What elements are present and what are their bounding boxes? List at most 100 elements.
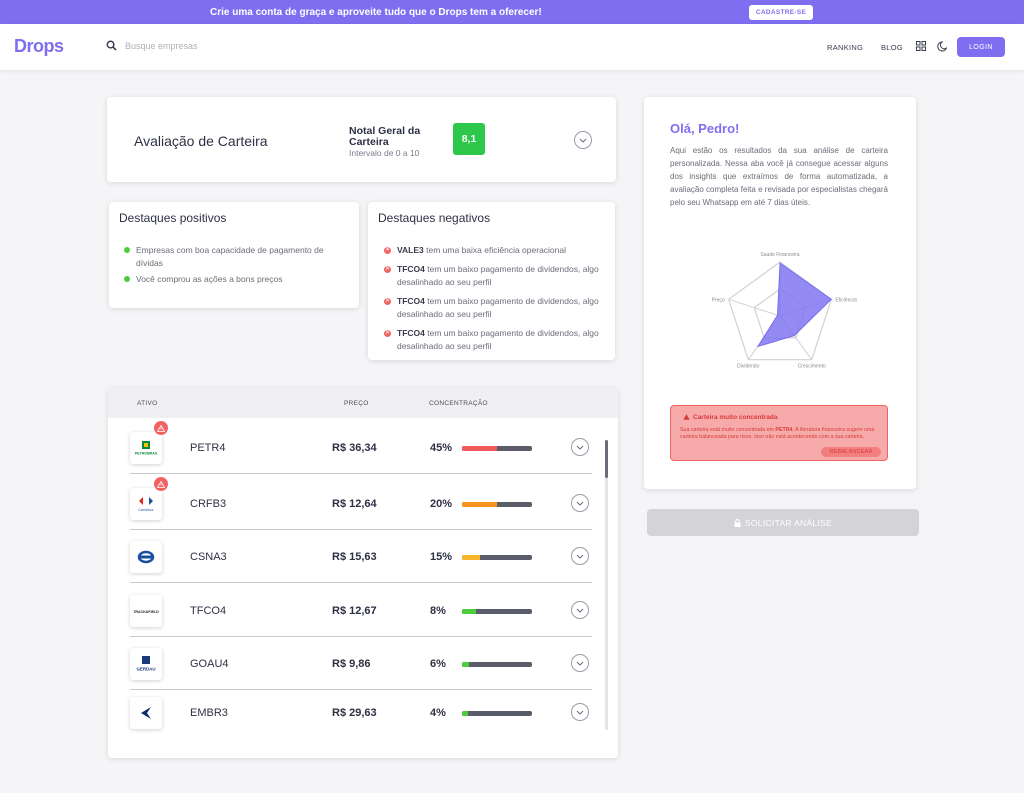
company-logo-carrefour: Carrefour [130,488,162,520]
chevron-down-icon [576,710,584,715]
concentration-alert: Carteira muito concentrada Sua carteira … [670,405,888,461]
radar-label: Preço [712,297,725,303]
search-input[interactable] [125,40,305,51]
asset-concentration: 20% [430,498,453,510]
svg-text:GERDAU: GERDAU [136,667,155,672]
evaluation-card: Avaliação de Carteira Notal Geral da Car… [107,97,616,182]
table-row[interactable]: EMBR3 R$ 29,63 4% [130,687,592,739]
logo[interactable]: Drops [14,36,64,56]
nav-link-blog[interactable]: BLOG [881,43,904,52]
radar-data-area [756,262,832,348]
asset-price: R$ 29,63 [332,707,377,719]
row-expand-button[interactable] [571,601,589,619]
table-row[interactable]: CSNA3 R$ 15,63 15% [130,531,592,583]
check-icon [124,276,130,282]
asset-concentration: 4% [430,707,446,719]
row-expand-button[interactable] [571,703,589,721]
concentration-bar [462,711,532,716]
warning-icon [154,421,168,435]
positive-highlights-title: Destaques positivos [119,211,227,225]
asset-ticker: GOAU4 [190,658,229,670]
negative-highlights-list: ✕ VALE3 tem uma baixa eficiência operacio… [384,244,604,356]
chevron-down-icon [576,554,584,559]
list-item: Você comprou as ações a bons preços [124,273,344,286]
evaluation-title: Avaliação de Carteira [134,133,268,149]
error-icon: ✕ [384,298,391,305]
header-concentration: CONCENTRAÇÃO [429,400,488,407]
company-logo-track-field: TRACK&FIELD [130,595,162,627]
table-row[interactable]: TRACK&FIELD TFCO4 R$ 12,67 8% [130,585,592,637]
company-logo-gerdau: GERDAU [130,648,162,680]
list-item: Empresas com boa capacidade de pagamento… [124,244,344,270]
asset-price: R$ 36,34 [332,442,377,454]
row-expand-button[interactable] [571,494,589,512]
concentration-bar [462,502,532,507]
analysis-intro: Aqui estão os resultados da sua análise … [670,146,888,207]
company-logo-petrobras: PETROBRAS [130,432,162,464]
table-row[interactable]: Carrefour CRFB3 R$ 12,64 20% [130,477,592,530]
row-expand-button[interactable] [571,547,589,565]
list-item: ✕ VALE3 tem uma baixa eficiência operacio… [384,245,566,255]
asset-price: R$ 12,64 [332,498,377,510]
concentration-bar [462,555,532,560]
warning-icon [154,477,168,491]
asset-ticker: PETR4 [190,442,226,454]
radar-chart: Saúde Financeira Eficiência Crescimento Div… [712,252,857,370]
table-row[interactable]: GERDAU GOAU4 R$ 9,86 6% [130,638,592,690]
asset-ticker: TFCO4 [190,605,227,617]
svg-text:PETROBRAS: PETROBRAS [135,452,158,456]
error-icon: ✕ [384,330,391,337]
header-asset: ATIVO [137,400,158,407]
nav-link-ranking[interactable]: RANKING [827,43,864,52]
concentration-bar [462,446,532,451]
request-analysis-button[interactable]: SOLICITAR ANÁLISE [647,509,919,536]
svg-text:TRACK&FIELD: TRACK&FIELD [133,610,159,614]
asset-concentration: 15% [430,551,453,563]
table-scrollbar[interactable] [605,440,608,730]
table-header: ATIVO PREÇO CONCENTRAÇÃO [108,388,618,418]
error-icon: ✕ [384,266,391,273]
search-bar [106,40,305,51]
radar-axis [728,298,781,317]
concentration-bar [462,609,532,614]
moon-icon[interactable] [937,41,947,52]
chevron-down-icon [576,608,584,613]
warning-icon [683,414,690,420]
signup-button[interactable]: CADASTRE-SE [749,5,813,20]
asset-ticker: EMBR3 [190,707,228,719]
chevron-down-icon [576,501,584,506]
asset-price: R$ 9,86 [332,658,371,670]
scrollbar-thumb[interactable] [605,440,608,478]
grade-range: Intervalo de 0 a 10 [349,148,420,158]
row-expand-button[interactable] [571,438,589,456]
radar-label: Dividendo [737,364,759,370]
asset-ticker: CSNA3 [190,551,227,563]
banner-text: Crie uma conta de graça e aproveite tudo… [210,7,542,18]
header-price: PREÇO [344,400,369,407]
svg-text:Carrefour: Carrefour [138,508,154,512]
evaluation-expand-button[interactable] [574,131,592,149]
asset-ticker: CRFB3 [190,498,227,510]
positive-highlights-list: Empresas com boa capacidade de pagamento… [124,244,344,289]
portfolio-table: ATIVO PREÇO CONCENTRAÇÃO PETROBRAS PETR4… [108,388,618,758]
alert-title: Carteira muito concentrada [683,414,778,421]
asset-concentration: 45% [430,442,453,454]
login-button[interactable]: LOGIN [957,37,1005,57]
chevron-down-icon [579,138,587,143]
asset-concentration: 8% [430,605,446,617]
chevron-down-icon [576,445,584,450]
chevron-down-icon [576,661,584,666]
grade-label: Notal Geral da Carteira [349,125,421,148]
radar-label: Saúde Financeira [760,252,799,258]
list-item: ✕ TFCO4 tem um baixo pagamento de dividen… [384,296,599,319]
grid-icon[interactable] [916,41,926,51]
table-row[interactable]: PETROBRAS PETR4 R$ 36,34 45% [130,421,592,474]
promo-banner: Crie uma conta de graça e aproveite tudo… [0,0,1024,24]
company-logo-csn [130,541,162,573]
rebalance-button[interactable]: REBALANCEAR [821,447,881,457]
list-item: ✕ TFCO4 tem um baixo pagamento de dividen… [384,328,599,351]
row-expand-button[interactable] [571,654,589,672]
asset-price: R$ 12,67 [332,605,377,617]
asset-price: R$ 15,63 [332,551,377,563]
grade-badge: 8,1 [453,123,485,155]
